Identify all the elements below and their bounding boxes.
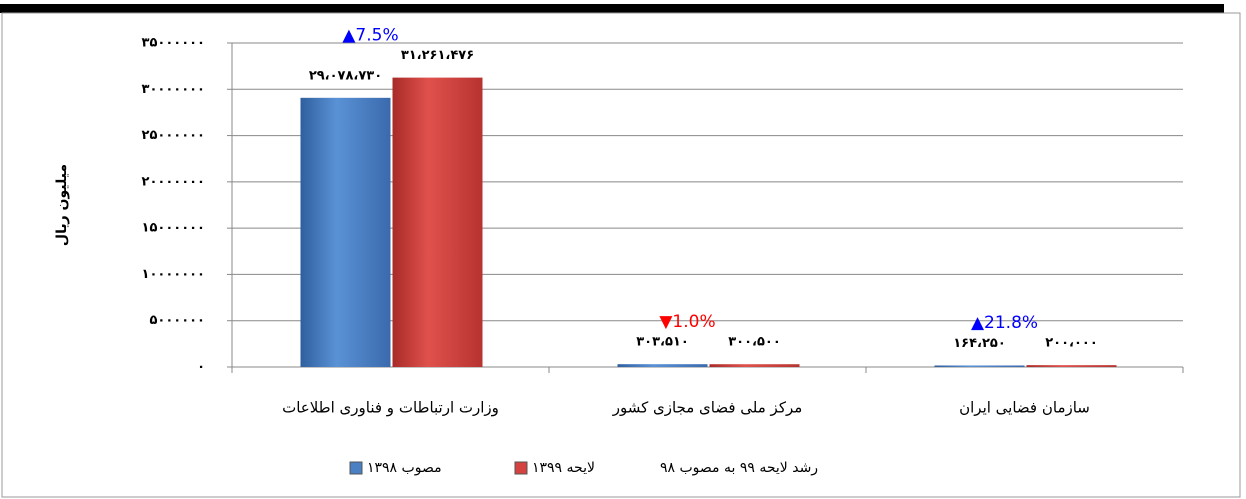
- y-tick-label: ۵۰۰۰۰۰۰: [149, 313, 205, 328]
- value-label: ۱۶۴،۲۵۰: [953, 336, 1006, 351]
- legend-label: لایحه ۱۳۹۹: [532, 460, 595, 476]
- legend-label: رشد لایحه ۹۹ به مصوب ۹۸: [660, 460, 818, 476]
- y-tick-label: ۰: [197, 360, 205, 375]
- legend-label: مصوب ۱۳۹۸: [367, 460, 442, 476]
- value-label: ۳۱،۲۶۱،۴۷۶: [401, 48, 474, 63]
- chart-border: [1, 12, 1241, 498]
- y-tick-label: ۱۵۰۰۰۰۰۰: [142, 221, 205, 236]
- bar: [709, 364, 800, 367]
- bar: [300, 97, 391, 368]
- y-tick-label: ۱۰۰۰۰۰۰۰: [142, 267, 205, 282]
- growth-label: ▲7.5%: [342, 26, 398, 46]
- x-tick-label: مرکز ملی فضای مجازی کشور: [612, 399, 803, 417]
- y-tick-label: ۳۵۰۰۰۰۰۰: [142, 36, 205, 51]
- y-tick-label: ۳۰۰۰۰۰۰۰: [142, 82, 205, 97]
- legend-swatch: [514, 461, 528, 475]
- bar: [934, 365, 1025, 367]
- bar: [617, 364, 708, 367]
- value-label: ۲۹،۰۷۸،۷۳۰: [309, 68, 382, 83]
- top-bar: [0, 4, 1224, 13]
- legend-swatch: [349, 461, 363, 475]
- bar: [1026, 365, 1117, 367]
- y-axis-label: میلیون ریال: [54, 164, 70, 246]
- y-tick-label: ۲۰۰۰۰۰۰۰: [142, 174, 205, 189]
- value-label: ۳۰۰،۵۰۰: [728, 335, 781, 350]
- bar: [392, 77, 483, 368]
- x-tick-label: وزارت ارتباطات و فناوری اطلاعات: [282, 399, 499, 417]
- growth-label: ▼1.0%: [659, 312, 715, 332]
- y-tick-label: ۲۵۰۰۰۰۰۰: [142, 128, 205, 143]
- value-label: ۲۰۰،۰۰۰: [1045, 336, 1098, 351]
- value-label: ۳۰۳،۵۱۰: [636, 335, 689, 350]
- x-tick-label: سازمان فضایی ایران: [959, 399, 1090, 417]
- growth-label: ▲21.8%: [971, 313, 1038, 333]
